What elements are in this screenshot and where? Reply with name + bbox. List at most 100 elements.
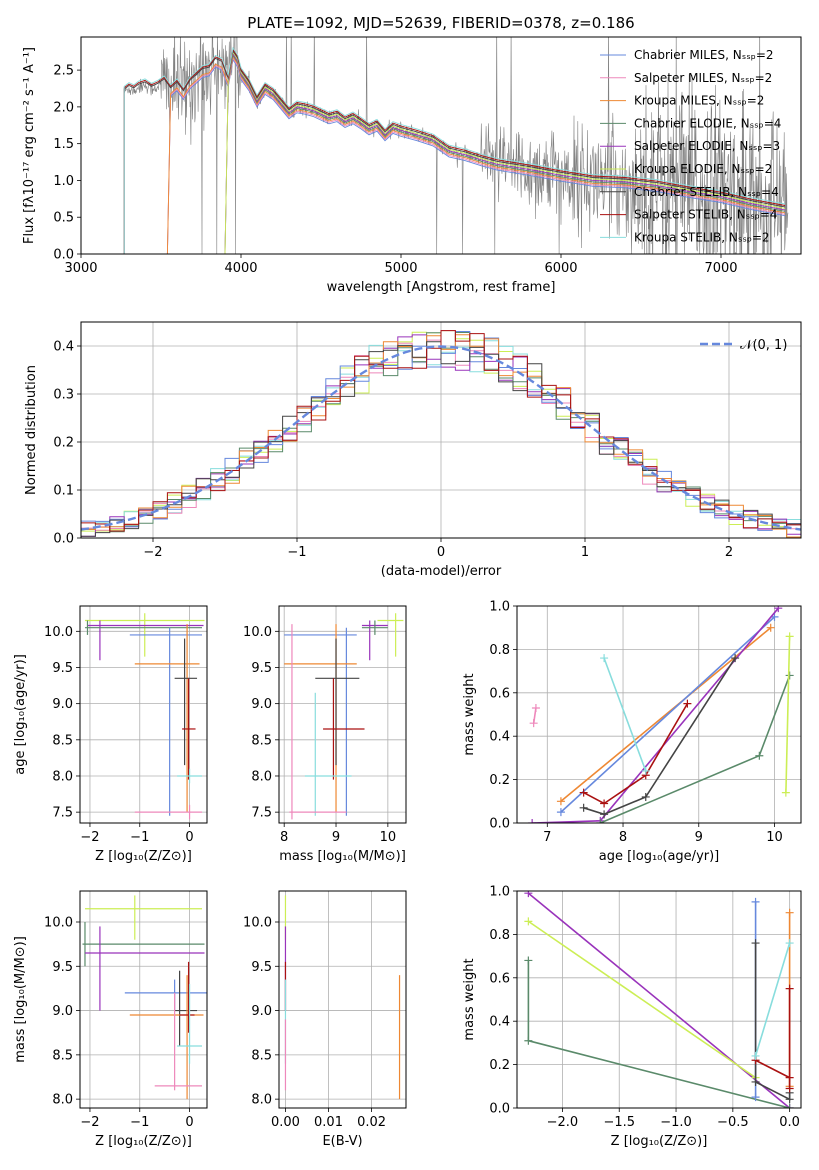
spectrum-model-line bbox=[224, 54, 786, 254]
massweight-vs-age-ytick-label: 0.2 bbox=[489, 773, 510, 788]
spectrum-legend-label: Salpeter ELODIE, Nₛₛₚ=3 bbox=[634, 139, 780, 153]
residuals-ytick-label: 0.2 bbox=[53, 436, 74, 451]
spectrum-axes bbox=[77, 69, 722, 258]
spectrum-model-line bbox=[123, 48, 786, 254]
massweight-vs-age-point-marker bbox=[766, 623, 775, 632]
massweight-vs-Z-xtick-label: 0.0 bbox=[779, 1115, 800, 1130]
mass-vs-ebv-ytick-label: 8.5 bbox=[251, 1048, 272, 1063]
massweight-vs-Z-series-line bbox=[755, 988, 791, 1089]
massweight-vs-age-point-marker bbox=[785, 632, 794, 641]
age-vs-Z-frame bbox=[79, 605, 208, 824]
massweight-vs-Z-point-marker bbox=[785, 1084, 794, 1093]
massweight-vs-age-point-marker bbox=[556, 808, 565, 817]
massweight-vs-age-ytick-label: 1.0 bbox=[489, 600, 510, 615]
massweight-vs-age-point-marker bbox=[556, 797, 565, 806]
mass-vs-Z-xlabel: Z [log₁₀(Z/Z⊙)] bbox=[95, 1134, 192, 1149]
mass-vs-Z-xtick-label: −1 bbox=[130, 1115, 149, 1130]
spectrum-legend-label: Salpeter MILES, Nₛₛₚ=2 bbox=[634, 71, 772, 85]
massweight-vs-age-point-marker bbox=[596, 819, 605, 823]
massweight-vs-age-point-marker bbox=[641, 766, 650, 775]
spectrum-legend-label: Kroupa MILES, Nₛₛₚ=2 bbox=[634, 94, 764, 108]
massweight-vs-Z-series-line bbox=[754, 942, 791, 1057]
mass-vs-Z-ytick-label: 9.5 bbox=[52, 960, 73, 975]
massweight-vs-Z-ytick-label: 0.2 bbox=[489, 1058, 510, 1073]
age-vs-Z-xtick-label: −1 bbox=[130, 830, 149, 845]
age-vs-Z-xtick-label: 0 bbox=[185, 830, 193, 845]
massweight-vs-Z-point-marker bbox=[751, 1051, 760, 1060]
age-vs-Z-ytick-label: 9.5 bbox=[52, 661, 73, 676]
massweight-vs-Z-series-line bbox=[527, 892, 791, 1108]
massweight-vs-age-series-line bbox=[583, 703, 689, 805]
age-vs-mass-ytick-label: 9.0 bbox=[251, 697, 272, 712]
mass-vs-Z-xtick-label: 0 bbox=[185, 1115, 193, 1130]
massweight-vs-Z-point-marker bbox=[751, 939, 760, 948]
spectrum-xtick-label: 6000 bbox=[544, 261, 577, 276]
massweight-vs-age-series-line bbox=[560, 616, 776, 813]
mass-vs-Z-ylabel: mass [log₁₀(M/M⊙)] bbox=[13, 936, 28, 1063]
massweight-vs-Z-ytick-label: 1.0 bbox=[489, 885, 510, 900]
massweight-vs-age-point-marker bbox=[731, 654, 740, 663]
spectrum-xtick-label: 3000 bbox=[64, 261, 97, 276]
massweight-vs-Z-frame bbox=[516, 890, 802, 1109]
mass-vs-ebv-ytick-label: 10.0 bbox=[243, 916, 272, 931]
massweight-vs-age-point-marker bbox=[781, 788, 790, 797]
massweight-vs-age-point-marker bbox=[641, 792, 650, 801]
age-vs-mass-ytick-label: 9.5 bbox=[251, 661, 272, 676]
age-vs-Z-ylabel: age [log₁₀(age/yr)] bbox=[13, 654, 28, 775]
spectrum-legend-label: Kroupa ELODIE, Nₛₛₚ=2 bbox=[634, 162, 772, 176]
residuals-xtick-label: 2 bbox=[725, 545, 733, 560]
residuals-ytick-label: 0.0 bbox=[53, 532, 74, 547]
residual-legend-label: 𝒩(0, 1) bbox=[740, 338, 787, 353]
massweight-vs-Z-point-marker bbox=[751, 1093, 760, 1102]
mass-vs-ebv-xtick-label: 0.01 bbox=[314, 1115, 343, 1130]
spectrum-legend-label: Kroupa STELIB, Nₛₛₚ=2 bbox=[634, 230, 770, 244]
spectrum-model-line bbox=[123, 49, 786, 254]
massweight-vs-age-point-marker bbox=[600, 799, 609, 808]
massweight-vs-Z-point-marker bbox=[785, 908, 794, 917]
age-vs-mass-frame bbox=[278, 605, 407, 824]
massweight-vs-Z-point-marker bbox=[524, 956, 533, 965]
massweight-vs-Z-point-marker bbox=[751, 897, 760, 906]
age-vs-Z-ytick-label: 10.0 bbox=[44, 625, 73, 640]
massweight-vs-age-series-line bbox=[603, 657, 647, 772]
massweight-vs-age-xtick-label: 10 bbox=[766, 830, 783, 845]
age-vs-Z-ytick-label: 8.5 bbox=[52, 733, 73, 748]
mass-vs-ebv-axes bbox=[275, 891, 406, 1112]
age-vs-mass-xtick-label: 10 bbox=[380, 830, 397, 845]
massweight-vs-age-point-marker bbox=[600, 810, 609, 819]
residuals-axes bbox=[77, 322, 801, 542]
mass-vs-Z-ytick-label: 8.5 bbox=[52, 1048, 73, 1063]
massweight-vs-Z-xtick-label: −1.5 bbox=[603, 1115, 635, 1130]
massweight-vs-Z-point-marker bbox=[785, 939, 794, 948]
massweight-vs-age-ylabel: mass weight bbox=[462, 673, 477, 755]
residuals-ylabel: Normed distribution bbox=[24, 365, 39, 495]
massweight-vs-age-frame bbox=[516, 605, 802, 824]
spectrum-model-line bbox=[224, 52, 786, 254]
residuals-xtick-label: 1 bbox=[581, 545, 589, 560]
massweight-vs-age-ytick-label: 0.8 bbox=[489, 643, 510, 658]
mass-vs-Z-ytick-label: 8.0 bbox=[52, 1093, 73, 1108]
spectrum-model-line bbox=[224, 51, 786, 254]
massweight-vs-Z-xtick-label: −2.0 bbox=[547, 1115, 579, 1130]
massweight-vs-Z-series-line bbox=[527, 960, 790, 1108]
residuals-xlabel: (data-model)/error bbox=[381, 564, 502, 579]
massweight-vs-age-point-marker bbox=[774, 606, 783, 613]
massweight-vs-age-point-marker bbox=[683, 699, 692, 708]
age-vs-mass-xtick-label: 9 bbox=[332, 830, 340, 845]
mass-vs-ebv-xlabel: E(B-V) bbox=[322, 1134, 362, 1149]
spectrum-ytick-label: 1.5 bbox=[53, 137, 74, 152]
mass-vs-ebv-ytick-label: 9.0 bbox=[251, 1004, 272, 1019]
age-vs-Z-xlabel: Z [log₁₀(Z/Z⊙)] bbox=[95, 849, 192, 864]
massweight-vs-age-point-marker bbox=[600, 654, 609, 663]
massweight-vs-Z-point-marker bbox=[524, 891, 533, 898]
spectrum-legend-label: Chabrier STELIB, Nₛₛₚ=4 bbox=[634, 185, 779, 199]
massweight-vs-age-series-line bbox=[560, 627, 772, 802]
spectrum-xtick-label: 7000 bbox=[704, 261, 737, 276]
spectrum-ytick-label: 2.5 bbox=[53, 64, 74, 79]
massweight-vs-Z-axes bbox=[513, 890, 801, 1112]
residuals-frame bbox=[80, 321, 802, 539]
massweight-vs-age-xlabel: age [log₁₀(age/yr)] bbox=[599, 849, 720, 864]
mass-vs-Z-frame bbox=[79, 890, 208, 1109]
massweight-vs-Z-point-marker bbox=[524, 917, 533, 926]
